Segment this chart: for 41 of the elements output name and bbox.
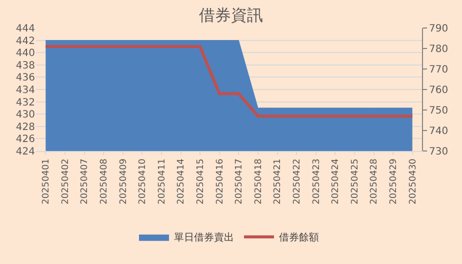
- y-tick-label: 440: [16, 48, 35, 60]
- x-tick-label: 20250401: [42, 158, 52, 204]
- legend-label: 單日借券賣出: [174, 232, 234, 244]
- y-tick-label: 438: [16, 60, 35, 72]
- x-tick-label: 20250428: [370, 158, 380, 204]
- y2-tick-label: 770: [429, 64, 448, 76]
- x-tick-label: 20250409: [118, 158, 129, 204]
- x-tick-label: 20250424: [331, 158, 342, 204]
- y-tick-label: 442: [16, 36, 35, 47]
- y-tick-label: 424: [16, 146, 35, 158]
- x-tick-label: 20250402: [60, 158, 71, 204]
- y2-tick-label: 750: [429, 106, 448, 116]
- x-tick-label: 20250429: [388, 158, 399, 204]
- x-tick-label: 20250421: [273, 158, 284, 204]
- x-tick-label: 20250408: [99, 158, 110, 204]
- y2-tick-label: 780: [429, 44, 448, 55]
- chart-title: 借券資訊: [199, 5, 263, 24]
- x-tick-label: 20250414: [176, 158, 187, 204]
- x-tick-label: 20250416: [215, 158, 226, 204]
- y2-tick-label: 790: [429, 24, 448, 34]
- x-tick-label: 20250425: [350, 158, 360, 204]
- y-tick-label: 436: [16, 72, 35, 84]
- y2-tick-label: 730: [429, 146, 448, 158]
- x-tick-label: 20250407: [80, 158, 90, 204]
- y-tick-label: 432: [16, 97, 35, 108]
- x-tick-label: 20250417: [234, 158, 245, 204]
- y-tick-label: 428: [16, 122, 35, 133]
- legend-label: 借券餘額: [279, 232, 319, 244]
- x-tick-label: 20250422: [292, 158, 302, 204]
- x-tick-label: 20250415: [196, 158, 206, 204]
- x-tick-label: 20250418: [254, 158, 264, 204]
- x-tick-label: 20250410: [138, 158, 148, 204]
- x-tick-label: 20250430: [408, 158, 418, 204]
- x-tick-label: 20250411: [157, 158, 168, 204]
- x-tick-label: 20250423: [312, 158, 322, 204]
- y-tick-label: 426: [16, 134, 35, 146]
- y2-tick-label: 760: [429, 85, 448, 96]
- y-tick-label: 434: [16, 85, 35, 96]
- y2-tick-label: 740: [429, 126, 448, 137]
- y-tick-label: 444: [16, 24, 35, 34]
- y-tick-label: 430: [16, 110, 35, 121]
